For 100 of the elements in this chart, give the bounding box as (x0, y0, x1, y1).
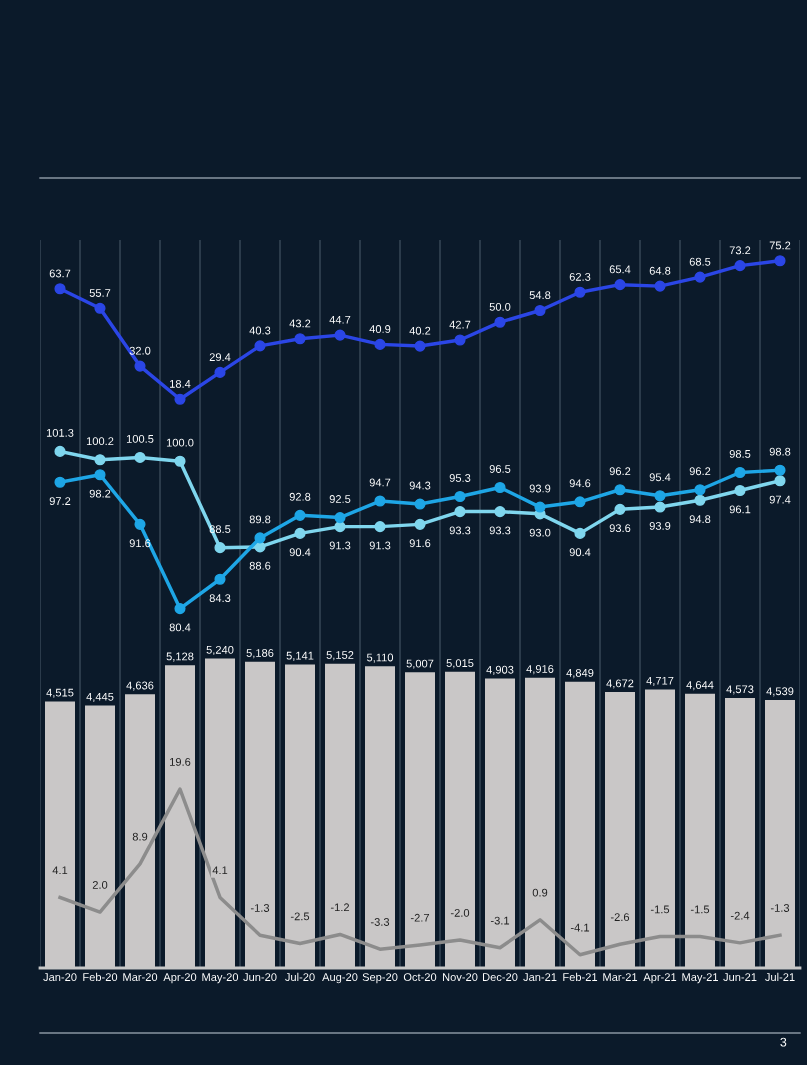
data-label: -1.3 (250, 904, 270, 912)
data-label: 93.9 (649, 521, 671, 530)
x-tick-label: Mar-21 (603, 973, 638, 982)
x-tick-label: Jul-20 (285, 972, 315, 982)
data-label: 5,110 (366, 653, 394, 663)
point (294, 527, 306, 539)
point (94, 454, 106, 466)
data-label: 4.1 (52, 866, 68, 875)
point (454, 506, 466, 518)
point (254, 532, 266, 544)
point (214, 573, 226, 585)
point (734, 484, 746, 497)
x-tick-label: Apr-21 (643, 973, 677, 984)
data-label: 75.2 (769, 241, 791, 250)
data-label: 95.3 (449, 474, 471, 482)
data-label: 93.6 (609, 524, 631, 533)
point (454, 334, 466, 346)
text: 3 (780, 1037, 787, 1047)
data-label: 98.8 (769, 447, 791, 456)
data-label: 97.2 (49, 497, 71, 506)
point (214, 542, 226, 554)
data-label: 94.8 (689, 515, 711, 524)
data-label: 4,672 (606, 679, 634, 689)
data-label: 96.2 (689, 467, 711, 476)
data-label: 94.3 (409, 481, 431, 490)
data-label: 93.9 (529, 484, 551, 493)
data-label: 97.4 (769, 495, 791, 504)
point (174, 455, 186, 467)
data-label: 43.2 (289, 319, 311, 328)
data-label: -1.5 (690, 905, 710, 914)
point (574, 496, 586, 508)
point (654, 280, 666, 292)
data-label: 4,916 (526, 665, 554, 675)
point (774, 475, 786, 487)
data-label: 4.1 (212, 866, 228, 875)
point (334, 329, 346, 341)
data-label: -3.3 (370, 918, 390, 926)
data-label: 8.9 (132, 832, 148, 841)
point (774, 255, 786, 267)
data-label: 100.2 (86, 437, 114, 446)
x-tick-label: Jun-20 (243, 973, 277, 982)
data-label: 90.4 (289, 548, 311, 557)
data-label: -1.5 (650, 905, 670, 914)
x-tick-label: Nov-20 (443, 973, 478, 982)
point (614, 279, 626, 291)
point (54, 283, 66, 295)
data-label: -2.5 (290, 912, 310, 921)
data-label: -2.0 (450, 908, 470, 917)
data-label: 29.4 (209, 353, 231, 361)
point (414, 518, 426, 530)
data-label: 40.9 (369, 325, 391, 333)
data-label: 5,152 (326, 651, 354, 661)
point (694, 271, 706, 283)
point (614, 503, 626, 515)
x-tick-label: Sep-20 (362, 973, 398, 984)
data-label: 98.2 (89, 489, 111, 498)
point (654, 490, 666, 502)
data-label: -1.3 (770, 904, 790, 912)
point (374, 521, 386, 533)
point (374, 338, 386, 350)
data-label: 4,636 (126, 681, 154, 691)
data-label: 55.7 (89, 289, 111, 297)
data-label: 64.8 (649, 266, 671, 275)
data-label: 5,240 (206, 645, 234, 656)
data-label: 5,186 (246, 649, 274, 659)
data-label: 4,445 (86, 692, 114, 702)
data-label: 62.3 (569, 272, 591, 281)
data-label: 54.8 (529, 291, 551, 300)
x-tick-label: Feb-20 (83, 972, 118, 982)
data-label: 94.7 (369, 478, 391, 487)
point (334, 512, 346, 524)
data-label: 4,515 (46, 688, 74, 698)
x-tick-label: Jan-20 (43, 973, 77, 982)
point (134, 360, 146, 372)
data-label: 4,573 (726, 685, 754, 695)
data-label: 4,539 (766, 687, 794, 697)
point (94, 469, 106, 481)
x-tick-label: Apr-20 (163, 973, 197, 984)
point (414, 498, 426, 510)
point (54, 445, 66, 457)
point (534, 304, 546, 317)
data-label: 98.5 (729, 450, 751, 458)
data-label: 4,717 (646, 676, 674, 686)
data-label: 68.5 (689, 257, 711, 266)
data-label: -2.4 (730, 911, 750, 920)
data-label: 63.7 (49, 269, 71, 278)
data-label: 94.6 (569, 479, 591, 488)
point (374, 495, 386, 507)
data-label: 50.0 (489, 302, 511, 311)
data-label: 93.3 (489, 526, 511, 535)
data-label: 92.8 (289, 492, 311, 501)
x-tick-label: Jul-21 (765, 972, 795, 982)
data-label: 96.1 (729, 505, 751, 514)
data-label: 92.5 (329, 495, 351, 503)
point (94, 302, 106, 314)
point (134, 451, 146, 463)
data-label: 96.2 (609, 467, 631, 476)
data-label: 40.2 (409, 326, 431, 335)
data-label: 18.4 (170, 379, 191, 388)
data-label: 100.5 (126, 434, 154, 443)
